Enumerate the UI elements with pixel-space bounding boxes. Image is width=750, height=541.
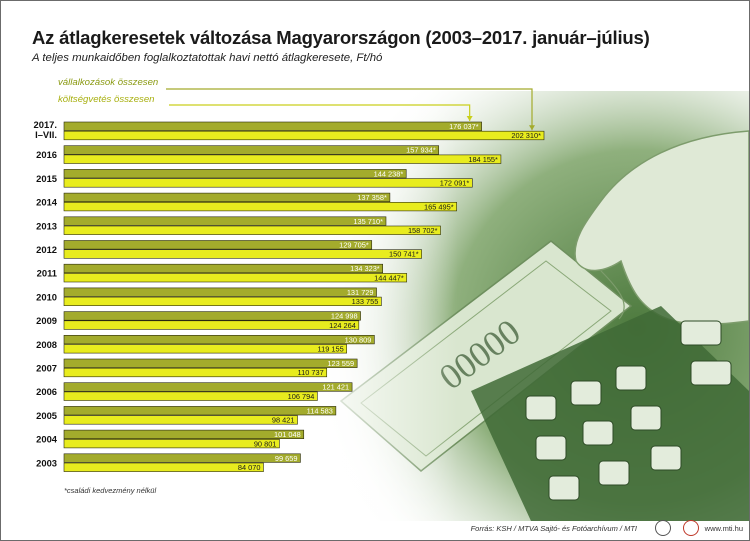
bar-koltsegvetes (63, 344, 348, 354)
bar-koltsegvetes (63, 367, 328, 378)
data-label: 130 809 (345, 335, 372, 344)
bar-vallalkozasok (63, 216, 387, 226)
data-label: 202 310* (511, 131, 541, 140)
bar-koltsegvetes (63, 249, 422, 259)
bar-koltsegvetes (63, 273, 408, 283)
category-label: 2003 (36, 457, 57, 468)
category-label: 2010 (36, 291, 57, 302)
bar-vallalkozasok (63, 192, 391, 203)
data-label: 172 091* (440, 179, 470, 188)
category-label: 2013 (36, 220, 57, 231)
bar-vallalkozasok (63, 145, 440, 155)
data-label: 124 998 (331, 312, 358, 321)
data-label: 144 447* (374, 273, 404, 282)
category-label: 2011 (37, 268, 57, 279)
bar-koltsegvetes (63, 462, 264, 472)
category-label: 2016 (36, 149, 57, 160)
bar-koltsegvetes (63, 178, 473, 188)
category-label: 2009 (36, 315, 57, 326)
bar-chart: 2017. I–VII. 176 037* 202 310* 2016 157 934* 1… (34, 88, 545, 472)
category-label: 2015 (36, 173, 57, 184)
data-label: 158 702* (408, 226, 438, 235)
data-label: 144 238* (374, 169, 404, 178)
data-label: 134 323* (350, 264, 380, 273)
chart-subtitle: A teljes munkaidőben foglalkoztatottak h… (32, 52, 383, 64)
data-label: 131 729 (347, 288, 374, 297)
bar-koltsegvetes (63, 438, 280, 449)
data-label: 114 583 (307, 406, 333, 415)
mti-logo-icon (683, 520, 699, 536)
bar-koltsegvetes (63, 391, 318, 401)
data-label: 137 358* (357, 193, 387, 202)
legend-arrowhead-2 (466, 116, 473, 121)
category-label: 2005 (36, 410, 57, 421)
data-label: 124 264 (329, 321, 356, 330)
data-label: 106 794 (288, 392, 315, 401)
category-label: 2004 (36, 434, 58, 445)
category-label: 2017. I–VII. (34, 119, 57, 140)
data-label: 121 421 (322, 383, 349, 392)
legend-entry-series-1: vállalkozások összesen (58, 77, 159, 88)
data-label: 119 155 (318, 345, 344, 354)
bar-vallalkozasok (63, 240, 373, 250)
bar-vallalkozasok (63, 406, 337, 416)
data-label: 123 559 (327, 359, 354, 368)
source-credit: Forrás: KSH / MTVA Sajtó- és Fotóarchívu… (470, 524, 637, 533)
data-label: 133 755 (352, 297, 379, 306)
legend-entry-series-2: költségvetés összesen (58, 94, 155, 105)
bar-koltsegvetes (63, 202, 457, 212)
data-label: 84 070 (238, 463, 261, 472)
category-label: 2012 (36, 244, 57, 255)
legend-connectors (166, 88, 535, 131)
bar-vallalkozasok (63, 263, 383, 274)
bar-vallalkozasok (63, 382, 353, 392)
footnote: *családi kedvezmény nélkül (64, 486, 157, 495)
data-label: 99 659 (275, 454, 298, 463)
category-label: 2008 (36, 339, 57, 350)
bar-vallalkozasok (63, 169, 407, 179)
category-label: 2014 (36, 197, 58, 208)
bar-vallalkozasok (63, 121, 482, 131)
footer: Forrás: KSH / MTVA Sajtó- és Fotóarchívu… (1, 516, 749, 540)
bar-vallalkozasok (63, 358, 358, 368)
category-label: 2006 (36, 386, 57, 397)
data-label: 150 741* (389, 250, 419, 259)
category-label: 2007 (36, 363, 57, 374)
data-label: 110 737 (298, 368, 324, 377)
data-label: 129 705* (339, 241, 369, 250)
bar-koltsegvetes (63, 415, 298, 425)
bar-koltsegvetes (63, 296, 382, 307)
bar-group: 2017. I–VII. 176 037* 202 310* 2016 157 934* 1… (34, 119, 545, 472)
data-label: 135 710* (353, 217, 383, 226)
bar-vallalkozasok (63, 453, 301, 463)
bar-koltsegvetes (63, 320, 360, 330)
bar-vallalkozasok (63, 334, 375, 345)
data-label: 98 421 (272, 416, 295, 425)
data-label: 90 801 (254, 439, 277, 448)
bar-vallalkozasok (63, 311, 361, 321)
data-label: 184 155* (468, 155, 498, 164)
bar-vallalkozasok (63, 429, 305, 440)
site-url: www.mti.hu (704, 524, 743, 533)
legend-arrowhead-1 (529, 125, 535, 131)
data-label: 176 037* (449, 122, 479, 131)
bar-koltsegvetes (63, 130, 545, 141)
legend-connector-series-1 (166, 88, 533, 131)
data-label: 157 934* (406, 146, 436, 155)
data-label: 165 495* (424, 202, 454, 211)
legend-connector-series-2 (169, 104, 471, 121)
bar-koltsegvetes (63, 154, 502, 164)
chart-title: Az átlagkeresetek változása Magyarország… (32, 27, 650, 48)
bar-koltsegvetes (63, 225, 441, 235)
bar-vallalkozasok (63, 287, 377, 297)
data-label: 101 048 (274, 430, 301, 439)
mtva-logo-icon (655, 520, 671, 536)
